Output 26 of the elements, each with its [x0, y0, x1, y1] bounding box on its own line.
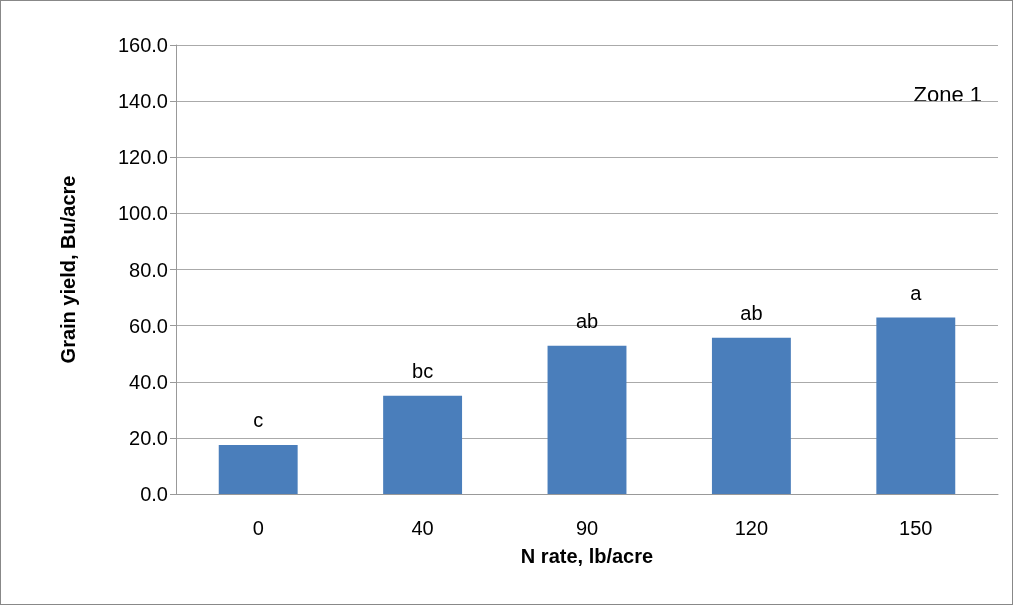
y-tick-label: 0.0 — [140, 483, 168, 505]
y-tick-label: 60.0 — [129, 314, 168, 337]
x-tick-label: 120 — [734, 517, 769, 539]
y-tick-label: 160.0 — [117, 34, 168, 56]
x-tick-label: 0 — [252, 517, 264, 539]
x-tick-label: 90 — [575, 517, 599, 539]
bar — [711, 337, 791, 494]
y-tick-label: 40.0 — [129, 370, 168, 393]
annotation: bc — [412, 360, 434, 383]
x-tick-label: 150 — [899, 517, 933, 539]
bar — [383, 395, 463, 494]
x-axis-title: N rate, lb/acre — [520, 545, 654, 567]
y-tick-label: 120.0 — [117, 146, 168, 169]
x-tick-label: 40 — [411, 517, 434, 539]
y-tick-label: 140.0 — [117, 90, 168, 113]
y-tick-label: 80.0 — [129, 258, 168, 281]
bar — [547, 345, 627, 494]
y-axis-title: Grain yield, Bu/acre — [57, 175, 79, 364]
y-tick-label: 20.0 — [129, 426, 168, 449]
annotation: ab — [740, 302, 763, 325]
y-tick-label: 100.0 — [117, 202, 168, 225]
annotation: c — [253, 409, 264, 432]
annotation: a — [910, 281, 923, 304]
annotation: ab — [575, 310, 599, 333]
bar — [876, 317, 956, 494]
bar — [218, 444, 298, 494]
